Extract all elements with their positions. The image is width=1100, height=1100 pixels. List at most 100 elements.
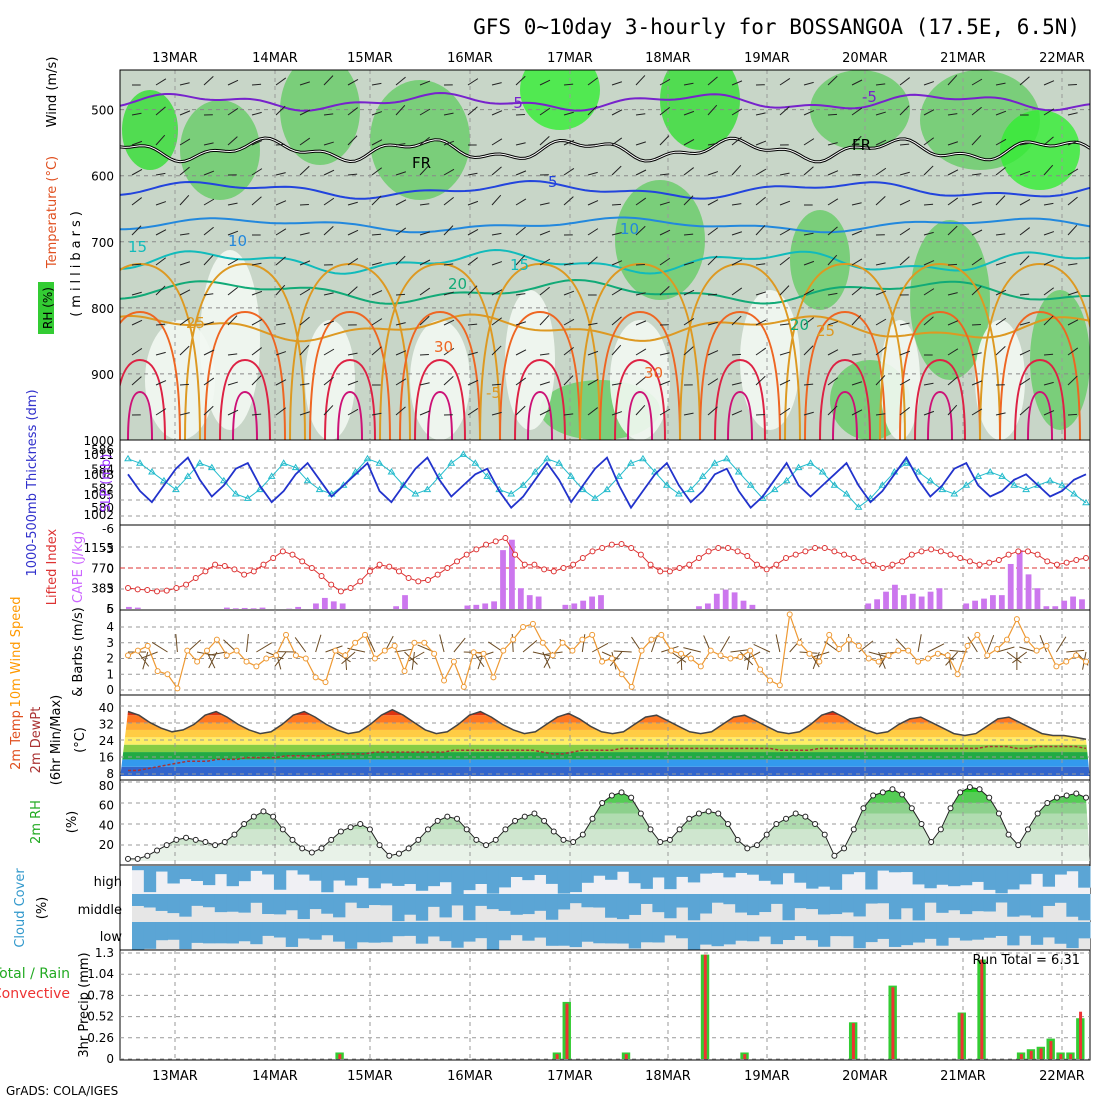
- cloud-cell: [415, 866, 429, 891]
- cloud-cell: [782, 922, 795, 941]
- warm-contour: [324, 358, 376, 440]
- cloud-cell: [912, 894, 925, 921]
- li-series: [127, 537, 1087, 592]
- wind-barb: [275, 322, 286, 326]
- cloud-cell: [770, 894, 783, 904]
- wind-barb: [395, 406, 406, 416]
- data-point: [194, 658, 201, 665]
- cloud-cell: [522, 922, 535, 941]
- data-point: [221, 563, 228, 569]
- cloud-cell: [616, 866, 630, 872]
- data-point: [637, 810, 644, 817]
- wind-barb: [707, 406, 718, 416]
- data-point: [454, 815, 461, 822]
- cloud-cell: [1078, 866, 1091, 888]
- wind-barb: [443, 319, 455, 326]
- cloud-cell: [333, 922, 346, 942]
- cloud-unit-label: (%): [35, 897, 50, 920]
- data-point: [411, 639, 418, 646]
- cloud-cell: [1030, 922, 1044, 945]
- data-point: [492, 538, 499, 545]
- contour-label: 15: [128, 238, 147, 256]
- data-point: [213, 636, 220, 643]
- cape-bar: [126, 606, 132, 609]
- axis-tick-label: 6: [106, 602, 114, 616]
- data-point: [608, 541, 615, 548]
- contour-label: FR: [852, 136, 871, 154]
- data-point: [763, 566, 770, 573]
- wind10m-barb: [1039, 635, 1047, 653]
- cloud-cell: [865, 922, 878, 943]
- wind-barb: [323, 197, 335, 206]
- wind-barb: [899, 256, 910, 266]
- data-point: [195, 459, 204, 466]
- wind-barb: [491, 232, 502, 236]
- wind-barb: [683, 261, 694, 266]
- wind-barb: [155, 134, 166, 146]
- data-point: [995, 557, 1002, 563]
- data-point: [1022, 485, 1031, 493]
- cape-bar: [1025, 574, 1032, 609]
- data-point: [357, 821, 364, 828]
- cloud-cell: [344, 894, 358, 903]
- cape-bar: [134, 607, 141, 609]
- data-point: [831, 548, 838, 555]
- cape-bar: [509, 539, 515, 609]
- cape-bar: [473, 604, 480, 609]
- data-point: [984, 652, 991, 659]
- top-date-axis: 13MAR 14MAR 15MAR 16MAR 17MAR 18MAR 19MAR 20MAR…: [152, 51, 1085, 66]
- slp-axis-label: SLP (mb): [99, 454, 114, 513]
- wind-barb: [323, 169, 335, 176]
- wind-barb: [299, 137, 311, 146]
- data-point: [543, 454, 552, 462]
- cloud-cell: [817, 894, 831, 915]
- data-point: [947, 551, 954, 558]
- data-point: [144, 852, 151, 859]
- slp-thickness-panel: 586 584 582 580 1011 1008 1005 1002 1000-500mb …: [25, 389, 1091, 577]
- warm-contour: [499, 310, 581, 440]
- cape-bar: [740, 600, 747, 609]
- data-point: [686, 485, 695, 493]
- wind-barb: [1067, 168, 1079, 176]
- data-point: [450, 658, 457, 665]
- data-point: [757, 666, 764, 673]
- data-point: [315, 485, 324, 493]
- data-point: [510, 636, 517, 643]
- data-point: [308, 565, 315, 571]
- wind10m-barb: [868, 651, 887, 658]
- wind-barb: [443, 347, 455, 356]
- cloud-cell: [167, 894, 180, 914]
- wind-barb: [731, 287, 743, 296]
- contour-label: 25: [186, 314, 205, 332]
- wind-barb: [347, 201, 358, 206]
- data-point: [627, 459, 635, 466]
- cloud-cell: [1030, 894, 1044, 918]
- temp-band: [120, 759, 1090, 767]
- wind-barb: [1067, 319, 1079, 326]
- wind10m-barb: [753, 643, 771, 653]
- data-point: [1070, 490, 1078, 497]
- data-point: [318, 845, 325, 852]
- data-point: [283, 631, 290, 638]
- cape-bar: [1007, 563, 1014, 609]
- data-point: [695, 810, 702, 817]
- temp-contour-10: [120, 216, 1090, 234]
- wind-barb: [491, 261, 503, 266]
- data-point: [746, 481, 755, 488]
- rh-contour-area: [1000, 110, 1080, 190]
- wind10m-barb: [1006, 651, 1022, 664]
- top-date-label: 13MAR: [152, 51, 198, 66]
- wind-barb: [827, 292, 838, 296]
- cloud-cell: [995, 894, 1008, 903]
- wind-barb: [659, 107, 670, 116]
- data-point: [608, 655, 615, 662]
- data-point: [666, 568, 673, 575]
- wind-barb: [971, 201, 982, 206]
- data-point: [618, 671, 625, 678]
- wind-barb: [1067, 263, 1078, 266]
- wind10m-barb: [591, 642, 609, 653]
- data-point: [841, 845, 848, 852]
- data-point: [243, 494, 252, 501]
- axis-tick-label: 4: [106, 620, 114, 634]
- wind-barb: [155, 408, 167, 416]
